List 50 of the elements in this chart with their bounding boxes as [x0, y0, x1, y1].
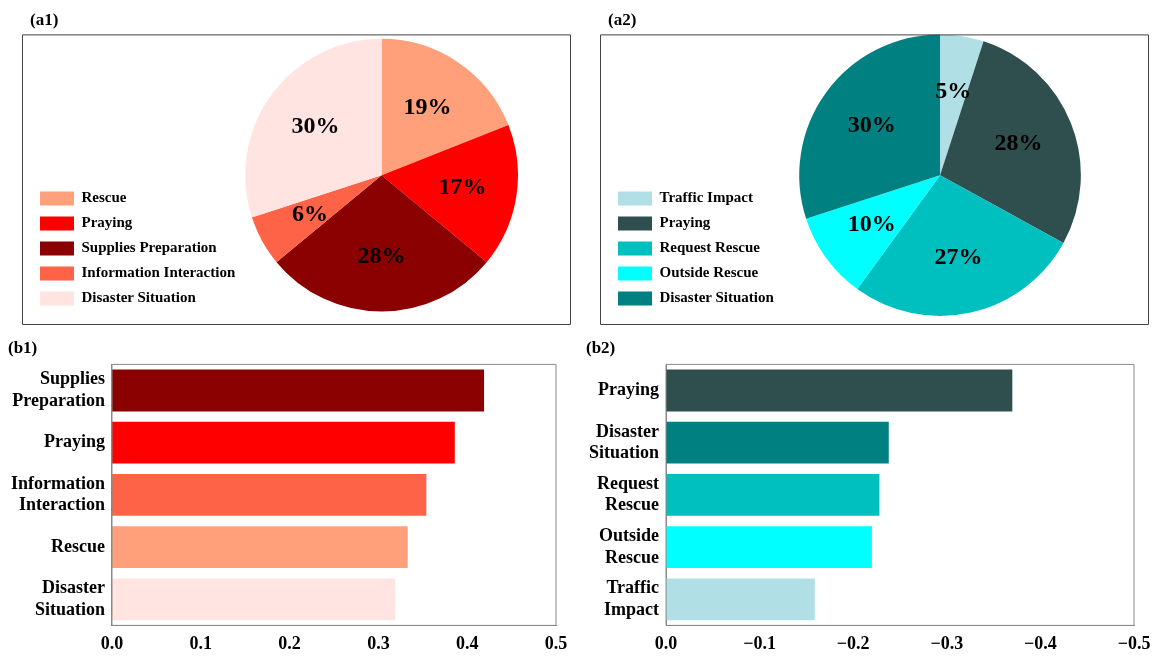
- x-tick-label: 0.2: [278, 632, 301, 653]
- bar: [112, 369, 485, 412]
- y-tick-label: Information Interaction: [11, 472, 105, 515]
- data-label: 30%: [291, 112, 340, 139]
- data-label: 6%: [291, 199, 328, 226]
- chart-title: (b1): [8, 337, 38, 357]
- y-tick-label: Outside Rescue: [599, 524, 660, 567]
- legend-label: Disaster Situation: [659, 289, 775, 306]
- x-tick-label: 0.0: [654, 632, 678, 653]
- legend-label: Request Rescue: [659, 239, 761, 256]
- x-tick-label: 0.4: [455, 632, 479, 653]
- legend-label: Supplies Preparation: [81, 239, 218, 256]
- data-label: 19%: [403, 92, 452, 119]
- y-tick-label: Praying: [598, 379, 660, 400]
- data-label: 28%: [357, 242, 406, 269]
- chart-title: (a1): [30, 9, 59, 29]
- bar: [112, 421, 455, 464]
- y-tick-label: Rescue: [51, 535, 106, 556]
- x-tick-label: 0.0: [100, 632, 124, 653]
- y-tick-label: Request Rescue: [597, 472, 660, 515]
- x-tick-label: −0.5: [1117, 632, 1151, 653]
- x-tick-label: −0.4: [1024, 632, 1057, 653]
- data-label: 30%: [847, 110, 896, 137]
- bar: [112, 526, 408, 568]
- legend-label: Praying: [81, 214, 133, 231]
- bar: [112, 474, 427, 516]
- x-tick-label: 0.3: [367, 632, 390, 653]
- legend-label: Praying: [659, 214, 711, 231]
- legend-label: Outside Rescue: [659, 264, 759, 281]
- data-label: 10%: [847, 210, 896, 237]
- legend-label: Traffic Impact: [659, 189, 753, 206]
- x-tick-label: 0.5: [544, 632, 568, 653]
- y-tick-label: Disaster Situation: [588, 420, 660, 463]
- bar: [112, 578, 396, 621]
- x-tick-label: 0.1: [189, 632, 213, 653]
- y-tick-label: Supplies Preparation: [12, 368, 105, 410]
- y-tick-label: Traffic Impact: [604, 577, 660, 619]
- legend-label: Disaster Situation: [81, 289, 197, 306]
- x-tick-label: −0.2: [836, 632, 870, 653]
- chart-title: (a2): [608, 9, 637, 29]
- y-tick-label: Praying: [44, 431, 105, 452]
- x-tick-label: −0.3: [930, 632, 964, 653]
- data-label: 28%: [994, 129, 1043, 156]
- data-label: 17%: [438, 173, 487, 200]
- chart-title: (b2): [586, 337, 616, 357]
- legend-label: Information Interaction: [81, 264, 236, 281]
- y-tick-label: Disaster Situation: [34, 577, 106, 619]
- x-tick-label: −0.1: [743, 632, 776, 653]
- legend-label: Rescue: [81, 189, 127, 206]
- data-label: 27%: [934, 242, 983, 269]
